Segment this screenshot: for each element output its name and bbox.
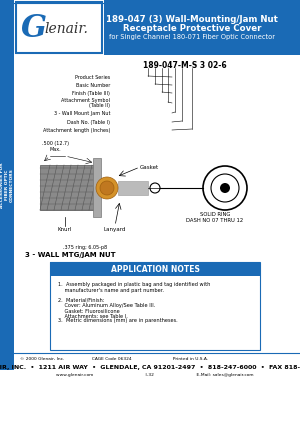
Bar — [40, 165, 95, 210]
Text: Basic Number: Basic Number — [76, 82, 110, 88]
Text: Gasket: Gasket — [140, 164, 159, 170]
Text: G: G — [21, 12, 47, 43]
Bar — [0, 0, 14, 370]
Text: .500 (12.7)
Max.: .500 (12.7) Max. — [41, 141, 68, 152]
Bar — [14, 135, 300, 260]
Circle shape — [100, 181, 114, 195]
Circle shape — [96, 177, 118, 199]
Text: Receptacle Protective Cover: Receptacle Protective Cover — [123, 23, 261, 32]
Text: Attachment Symbol
  (Table II): Attachment Symbol (Table II) — [61, 98, 110, 108]
Text: .375 ring; 6.05-p8: .375 ring; 6.05-p8 — [63, 244, 107, 249]
Text: for Single Channel 180-071 Fiber Optic Connector: for Single Channel 180-071 Fiber Optic C… — [109, 34, 275, 40]
Bar — [14, 0, 104, 55]
Bar — [118, 181, 148, 195]
Text: GLENAIR, INC.  •  1211 AIR WAY  •  GLENDALE, CA 91201-2497  •  818-247-6000  •  : GLENAIR, INC. • 1211 AIR WAY • GLENDALE,… — [0, 365, 300, 369]
Text: Knurl: Knurl — [58, 227, 72, 232]
Text: © 2000 Glenair, Inc.                    CAGE Code 06324                         : © 2000 Glenair, Inc. CAGE Code 06324 — [20, 357, 208, 361]
Text: Attachment length (Inches): Attachment length (Inches) — [43, 128, 110, 133]
Text: www.glenair.com                                      I-32                       : www.glenair.com I-32 — [56, 373, 254, 377]
Text: 189-047 (3) Wall-Mounting/Jam Nut: 189-047 (3) Wall-Mounting/Jam Nut — [106, 14, 278, 23]
Text: Dash No. (Table I): Dash No. (Table I) — [67, 119, 110, 125]
Text: 3 - Wall Mount Jam Nut: 3 - Wall Mount Jam Nut — [53, 110, 110, 116]
Text: Product Series: Product Series — [75, 74, 110, 79]
Circle shape — [220, 183, 230, 193]
Text: lenair.: lenair. — [44, 22, 88, 36]
Text: ACCESSORIES FOR
FIBER OPTIC
CONNECTORS: ACCESSORIES FOR FIBER OPTIC CONNECTORS — [0, 162, 14, 208]
Text: Lanyard: Lanyard — [104, 227, 126, 232]
Text: APPLICATION NOTES: APPLICATION NOTES — [111, 264, 200, 274]
Text: Finish (Table III): Finish (Table III) — [72, 91, 110, 96]
Text: 3 - WALL MTG/JAM NUT: 3 - WALL MTG/JAM NUT — [25, 252, 115, 258]
Text: 3.  Metric dimensions (mm) are in parentheses.: 3. Metric dimensions (mm) are in parenth… — [58, 318, 178, 323]
Text: SOLID RING
DASH NO 07 THRU 12: SOLID RING DASH NO 07 THRU 12 — [186, 212, 244, 223]
Text: 1.  Assembly packaged in plastic bag and tag identified with
    manufacturer's : 1. Assembly packaged in plastic bag and … — [58, 282, 210, 293]
Bar — [50, 262, 260, 350]
Bar — [14, 0, 300, 55]
Text: 2.  Material/Finish:
    Cover: Aluminum Alloy/See Table III.
    Gasket: Fluoro: 2. Material/Finish: Cover: Aluminum Allo… — [58, 297, 155, 320]
Text: 189-047-M-S 3 02-6: 189-047-M-S 3 02-6 — [143, 60, 227, 70]
Bar — [16, 2, 102, 53]
Bar — [50, 262, 260, 276]
Bar — [93, 158, 101, 217]
